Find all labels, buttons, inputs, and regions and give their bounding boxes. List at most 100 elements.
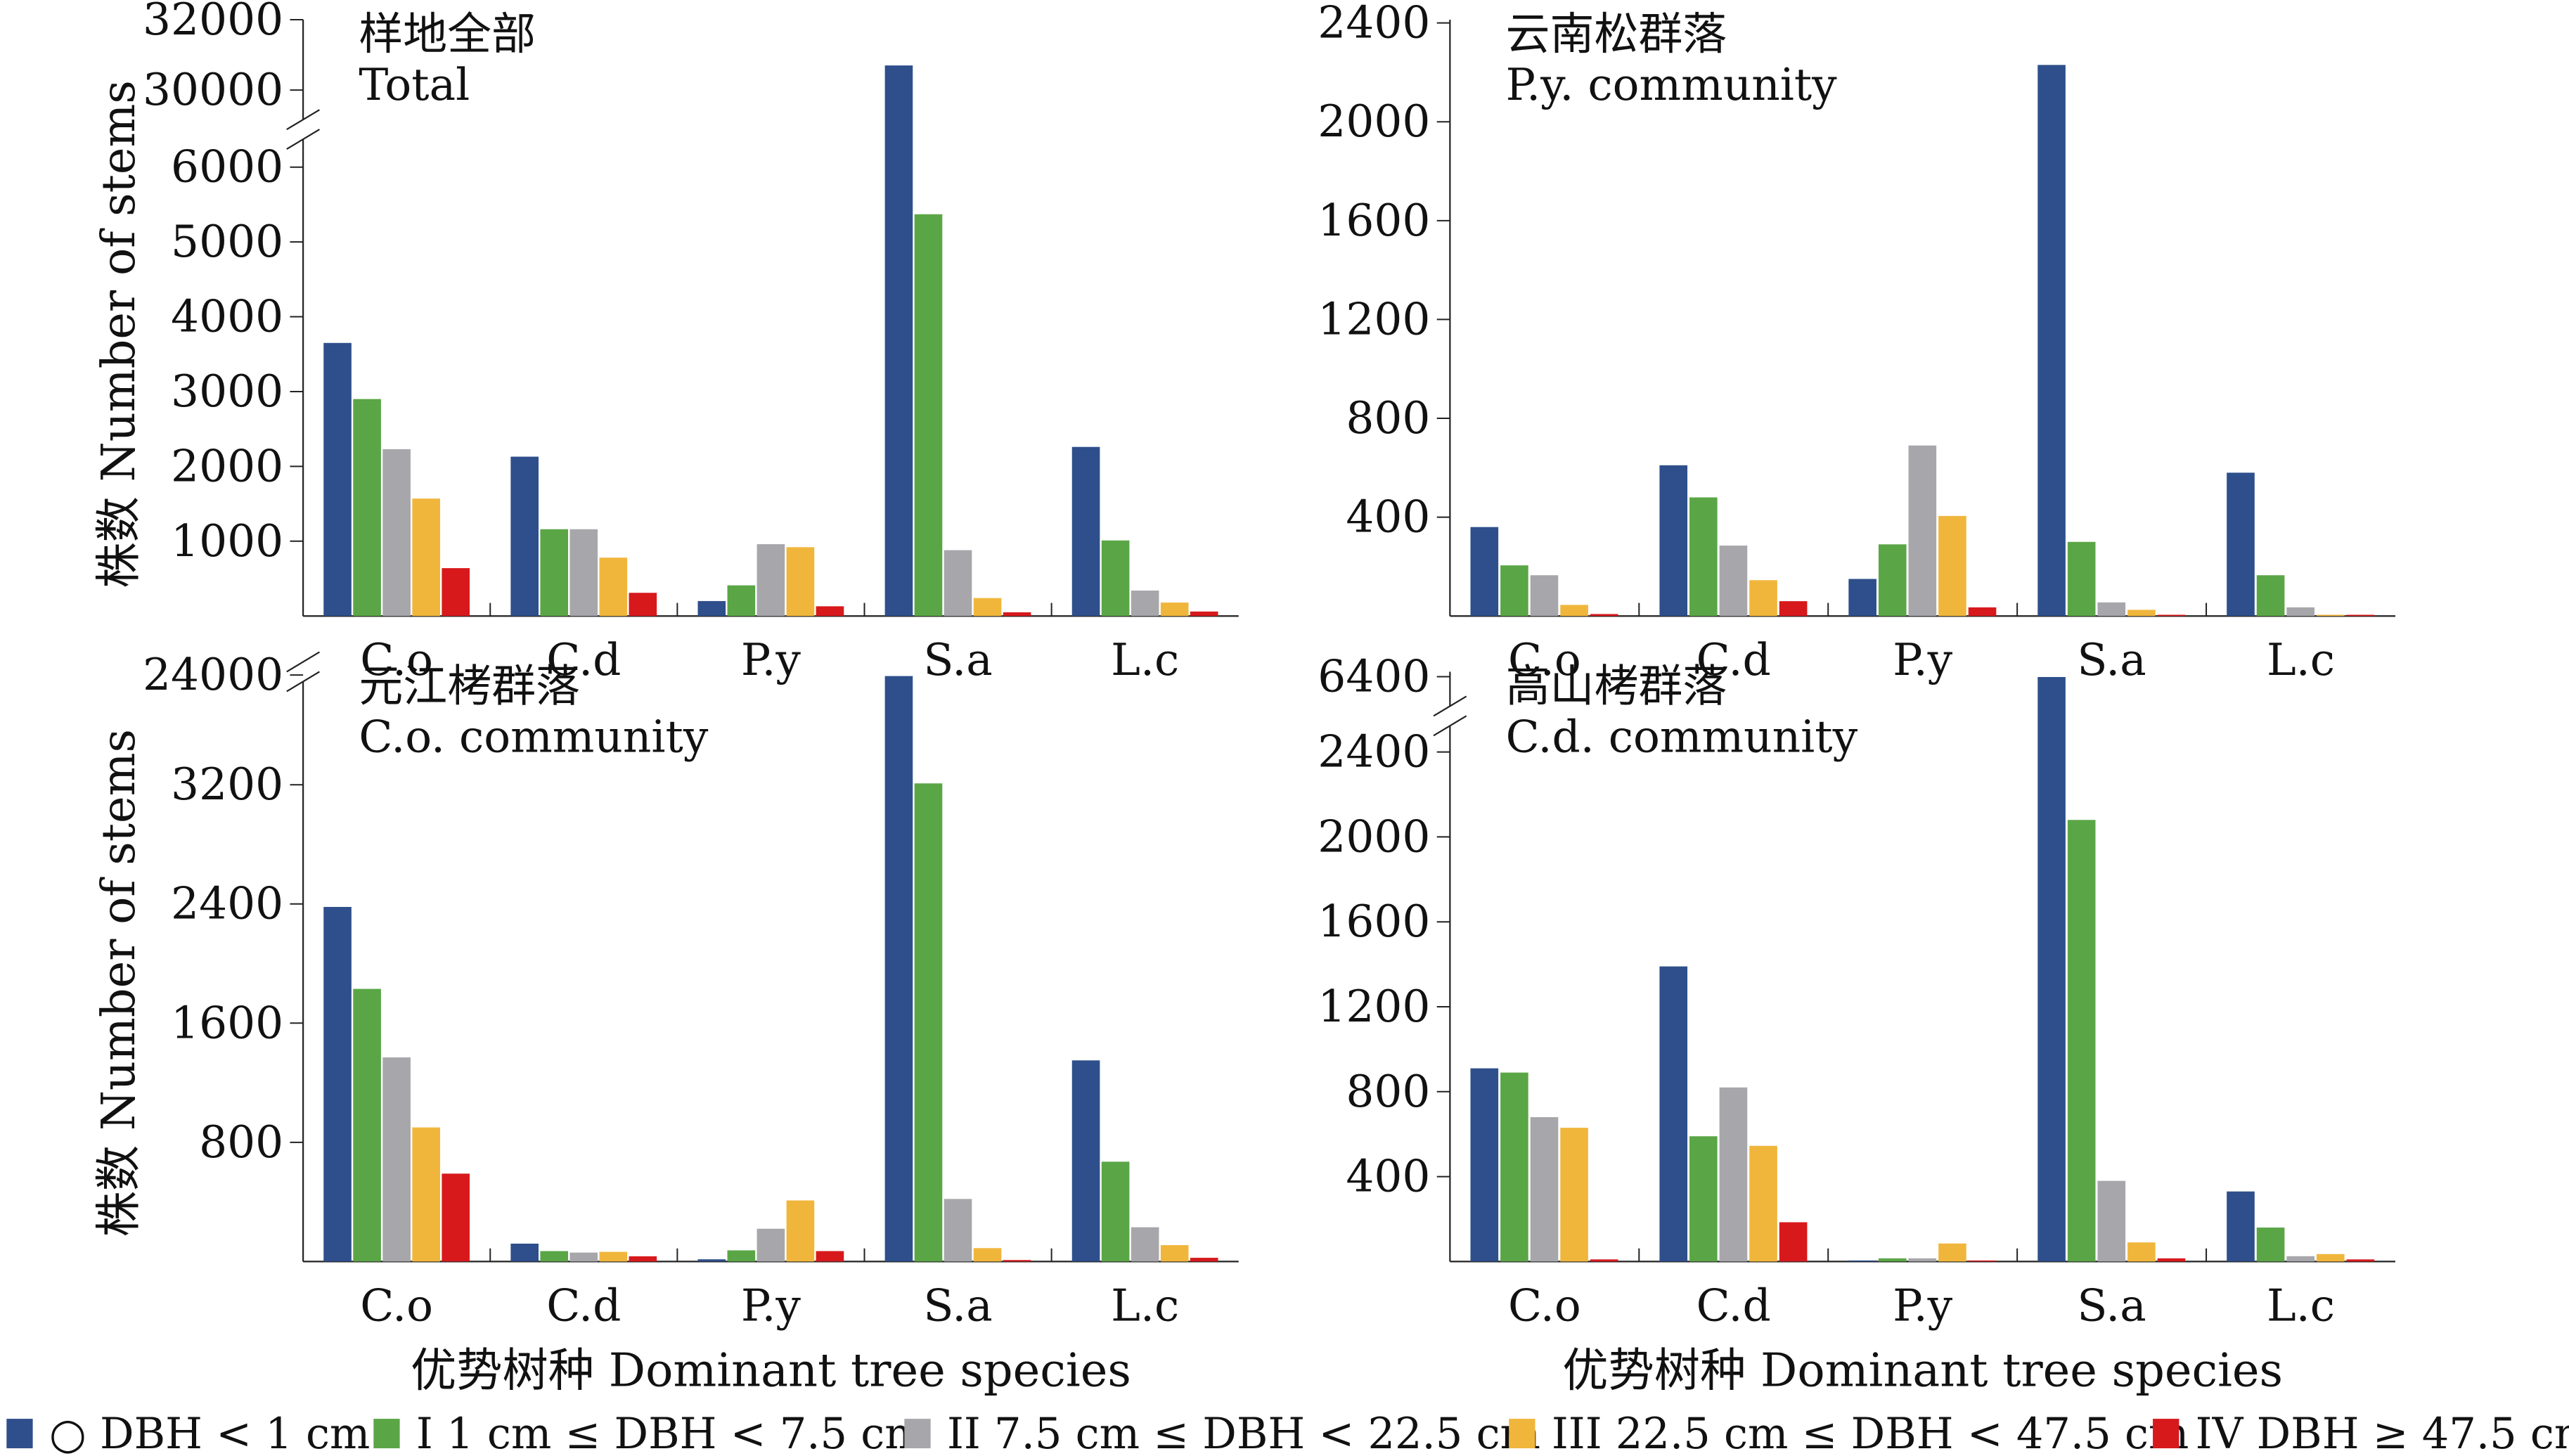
y-tick-label: 6400 <box>1318 650 1430 702</box>
bar-Sa-series-5 <box>1003 1260 1031 1262</box>
bar-Sa-series-4 <box>973 1248 1002 1262</box>
legend-item: I 1 cm ≤ DBH < 7.5 cm <box>373 1410 925 1456</box>
bar-Cd-series-2 <box>1689 1136 1718 1262</box>
bar-Lc-series-5 <box>2346 614 2375 617</box>
bar-Sa-series-3 <box>944 1199 972 1262</box>
legend-swatch <box>373 1419 400 1449</box>
bar-Lc-series-5 <box>1190 611 1218 617</box>
legend-item: II 7.5 cm ≤ DBH < 22.5 cm <box>904 1410 1540 1456</box>
bar-Cd-series-3 <box>569 529 598 617</box>
panel-subtitle: P.y. community <box>1506 59 1838 110</box>
x-tick-label: L.c <box>1111 634 1179 685</box>
bar-Cd-series-5 <box>1779 601 1808 617</box>
bar-Lc-series-4 <box>2316 614 2345 617</box>
bar-Co-series-5 <box>1590 614 1618 617</box>
x-tick-label: L.c <box>2267 1280 2335 1331</box>
bar-Py-series-2 <box>727 1250 756 1262</box>
y-tick-label: 1200 <box>1318 981 1430 1032</box>
y-tick-label: 2400 <box>1318 0 1430 49</box>
bar-Py-series-3 <box>1908 1258 1937 1262</box>
bar-Co-series-2 <box>1500 565 1528 617</box>
chart-panel-4: 400 800 1200 1600 2000 2400 6400 C.o C.d P.y S.a L.… <box>1318 650 2395 1397</box>
bar-Co-series-2 <box>353 399 381 617</box>
x-tick-label: P.y <box>1893 634 1953 685</box>
x-tick-label: S.a <box>2077 634 2146 685</box>
bar-Cd-series-4 <box>599 1251 628 1262</box>
legend-item: III 22.5 cm ≤ DBH < 47.5 cm <box>1509 1410 2189 1456</box>
bar-Lc-series-4 <box>1160 1245 1189 1262</box>
y-tick-label: 2400 <box>1318 726 1430 778</box>
legend-swatch <box>2153 1419 2180 1449</box>
x-tick-label: C.o <box>1508 1280 1581 1331</box>
bar-Lc-series-1 <box>2227 472 2255 617</box>
bar-Lc-series-2 <box>1101 540 1130 617</box>
y-tick-label: 6000 <box>171 141 283 193</box>
bar-Co-series-3 <box>1530 1117 1559 1262</box>
chart-panel-2: 400 800 1200 1600 2000 2400 C.o C.d P.y S.a L.c 云南松… <box>1318 0 2395 685</box>
bar-Lc-series-3 <box>1131 1227 1159 1262</box>
x-tick-label: S.a <box>2077 1280 2146 1331</box>
axis-break-mark <box>1433 695 1467 737</box>
y-tick-label: 32000 <box>143 0 283 45</box>
y-tick-label: 2000 <box>171 440 283 491</box>
bar-Sa-series-2 <box>914 214 943 617</box>
panel-subtitle: Total <box>359 59 470 110</box>
bar-Lc-series-4 <box>2316 1254 2345 1262</box>
y-tick-label: 800 <box>199 1116 283 1168</box>
bar-Cd-series-3 <box>1719 1087 1748 1262</box>
bar-Sa-series-1 <box>884 65 913 617</box>
legend-item: IV DBH ≥ 47.5 cm <box>2153 1410 2569 1456</box>
bar-Cd-series-5 <box>629 593 657 617</box>
y-tick-label: 1000 <box>171 515 283 567</box>
bar-Sa-series-1 <box>2037 676 2066 1262</box>
y-tick-label: 3000 <box>171 366 283 417</box>
bar-Co-series-5 <box>442 1173 470 1262</box>
bar-Lc-series-1 <box>1071 1060 1100 1262</box>
bar-Py-series-2 <box>1878 544 1907 617</box>
bar-Co-series-1 <box>1470 527 1499 617</box>
bar-Py-series-4 <box>786 547 815 617</box>
bar-Py-series-2 <box>727 585 756 617</box>
y-tick-label: 400 <box>1346 491 1430 543</box>
y-tick-label: 3200 <box>171 759 283 810</box>
bar-Sa-series-1 <box>884 676 913 1262</box>
bar-Cd-series-1 <box>510 1243 539 1262</box>
bar-Cd-series-1 <box>1659 966 1688 1262</box>
y-tick-label: 400 <box>1346 1151 1430 1202</box>
bar-Py-series-3 <box>756 1228 785 1262</box>
bar-Lc-series-3 <box>1131 591 1159 617</box>
bar-Co-series-4 <box>412 498 440 617</box>
bar-Py-series-5 <box>1968 1260 1997 1262</box>
y-tick-label: 2000 <box>1318 811 1430 862</box>
y-tick-label: 1600 <box>1318 896 1430 947</box>
y-tick-label: 30000 <box>143 64 283 115</box>
bar-Sa-series-3 <box>2097 602 2126 617</box>
bar-Lc-series-1 <box>1071 446 1100 617</box>
bar-Sa-series-2 <box>2067 820 2096 1262</box>
legend-swatch <box>904 1419 931 1449</box>
bar-Cd-series-3 <box>1719 546 1748 617</box>
bar-Co-series-5 <box>442 568 470 617</box>
bar-Lc-series-2 <box>2256 575 2285 617</box>
bar-Co-series-4 <box>1560 605 1588 617</box>
x-axis-label: 优势树种 Dominant tree species <box>411 1344 1131 1397</box>
bar-Cd-series-2 <box>1689 497 1718 617</box>
legend-label: I 1 cm ≤ DBH < 7.5 cm <box>416 1410 925 1456</box>
x-tick-label: L.c <box>2267 634 2335 685</box>
x-axis-label: 优势树种 Dominant tree species <box>1562 1344 2283 1397</box>
bar-Sa-series-3 <box>2097 1180 2126 1262</box>
bar-Lc-series-2 <box>1101 1161 1130 1262</box>
legend-swatch <box>1509 1419 1535 1449</box>
bar-Py-series-5 <box>816 606 844 617</box>
x-tick-label: S.a <box>923 1280 992 1331</box>
x-tick-label: P.y <box>1893 1280 1953 1331</box>
bar-Sa-series-2 <box>914 783 943 1262</box>
axis-break-mark <box>286 109 320 150</box>
bar-Co-series-1 <box>323 342 352 617</box>
x-tick-label: P.y <box>741 634 801 685</box>
bar-Sa-series-5 <box>1003 612 1031 617</box>
panel-title: 云南松群落 <box>1506 8 1727 60</box>
x-tick-label: C.d <box>1696 634 1771 685</box>
legend: ○ DBH < 1 cm I 1 cm ≤ DBH < 7.5 cm II 7.5 … <box>6 1410 2569 1456</box>
